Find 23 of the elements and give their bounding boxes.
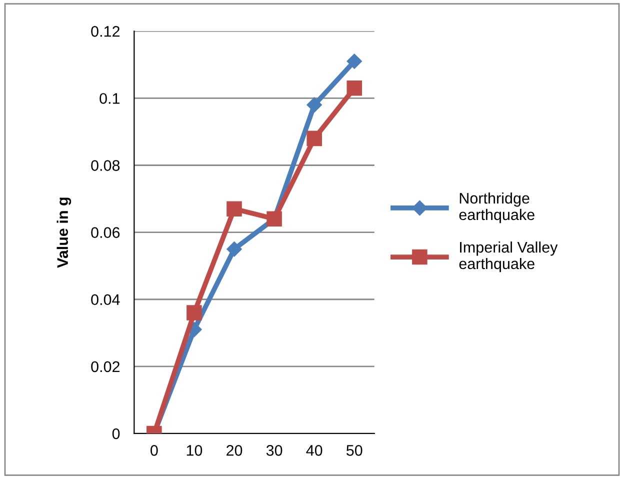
point [186,305,202,320]
point [306,97,322,112]
point [346,54,362,69]
legend-label: Northridge earthquake [459,192,534,224]
x-tick-label: 20 [226,445,242,456]
legend-label: Imperial Valley earthquake [459,241,558,272]
y-tick-label: 0.04 [91,294,120,306]
y-axis-title: Value in g [56,198,72,268]
x-tick-label: 0 [150,445,158,456]
y-tick-label: 0.06 [91,227,120,238]
x-tick-label: 30 [266,445,282,456]
point [346,80,362,96]
y-tick-label: 0 [112,428,120,440]
point [226,201,242,216]
y-tick-label: 0.08 [91,160,120,171]
point [306,130,322,146]
y-tick-label: 0.1 [100,93,120,104]
y-tick-label: 0.12 [91,26,120,37]
x-tick-label: 10 [186,445,202,456]
x-tick-label: 50 [346,445,362,456]
point [226,242,242,257]
y-tick-label: 0.02 [91,361,120,372]
x-tick-label: 40 [306,445,322,456]
